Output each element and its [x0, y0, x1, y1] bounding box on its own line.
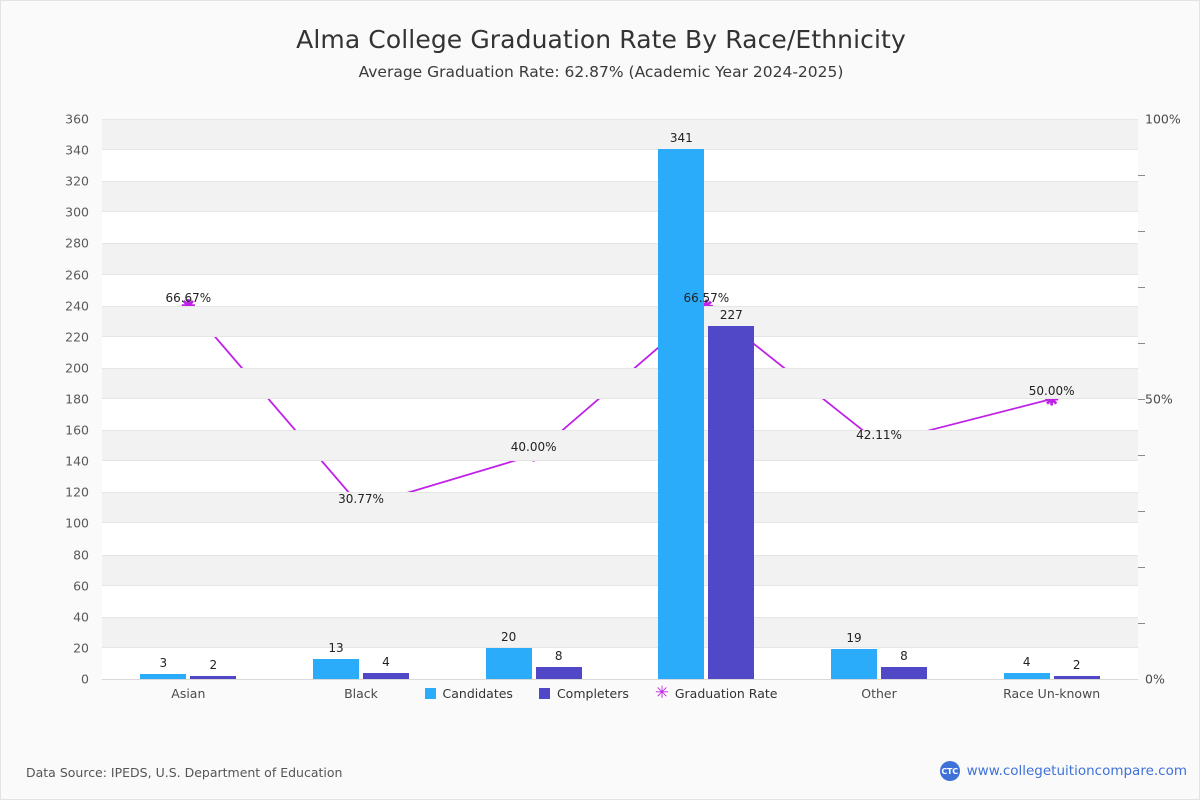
bar-completers[interactable]: [535, 666, 582, 679]
grid-band: [102, 305, 1138, 337]
bar-value-label: 8: [554, 648, 563, 663]
y-axis-tick-label: 320: [65, 173, 89, 189]
bar-candidates[interactable]: [831, 649, 877, 679]
right-axis-tick-mark: [1138, 343, 1145, 344]
right-axis-tick-mark: [1138, 623, 1145, 624]
y-axis-tick-label: 360: [65, 111, 89, 127]
grid-band: [102, 430, 1138, 462]
y-axis-tick-label: 120: [65, 484, 89, 500]
x-axis-category-label: Race Un-known: [1003, 686, 1101, 701]
bar-value-label: 4: [382, 654, 390, 669]
rate-value-label: 30.77%: [338, 491, 384, 506]
star-marker-icon: ✳: [654, 683, 670, 703]
rate-value-label: 50.00%: [1028, 384, 1075, 398]
y-axis-tick-label: 40: [73, 609, 89, 625]
plot-area: [102, 119, 1138, 679]
bar-value-label: 13: [328, 640, 344, 655]
color-swatch-icon: [424, 688, 436, 699]
bar-value-label: 19: [846, 631, 862, 646]
bar-value-label: 341: [669, 130, 693, 145]
right-axis-tick-mark: [1138, 455, 1145, 456]
bar-candidates[interactable]: [658, 148, 705, 679]
page-title: Alma College Graduation Rate By Race/Eth…: [296, 25, 906, 54]
bar-value-label: 227: [719, 307, 743, 322]
bar-candidates[interactable]: [485, 647, 532, 679]
y-axis-tick-label: 200: [65, 360, 89, 376]
legend-label: Candidates: [442, 686, 513, 701]
rate-value-label: 42.11%: [856, 428, 902, 443]
right-axis-tick-label: 100%: [1145, 111, 1181, 127]
bar-value-label: 3: [159, 656, 168, 671]
legend-label: Completers: [556, 686, 629, 701]
legend-item[interactable]: ✳ Graduation Rate: [654, 683, 778, 703]
y-axis-tick-label: 140: [65, 453, 89, 469]
bar-completers[interactable]: [881, 666, 927, 679]
rate-value-label: 66.57%: [683, 291, 730, 306]
right-axis-tick-mark: [1138, 399, 1145, 400]
bar-completers[interactable]: [1053, 675, 1100, 679]
bar-completers[interactable]: [190, 675, 237, 679]
y-axis-tick-label: 280: [65, 235, 89, 251]
y-axis-tick-label: 60: [73, 578, 89, 594]
bar-completers[interactable]: [363, 672, 409, 679]
x-axis-line: [102, 679, 1138, 680]
color-swatch-icon: [538, 688, 550, 699]
y-axis-tick-label: 300: [65, 204, 89, 220]
bar-candidates[interactable]: [313, 658, 359, 679]
bar-candidates[interactable]: [140, 674, 187, 679]
legend-label: Graduation Rate: [674, 686, 778, 701]
y-axis-tick-label: 220: [65, 329, 89, 345]
grid-band: [102, 119, 1138, 151]
chart-legend: Candidates Completers ✳ Graduation Rate: [1, 683, 1199, 703]
x-axis-category-label: Black: [344, 686, 378, 701]
brand-footer[interactable]: CTC www.collegetuitioncompare.com: [939, 761, 1187, 781]
right-axis-tick-mark: [1138, 287, 1145, 288]
y-axis-tick-label: 20: [73, 640, 89, 656]
bar-value-label: 20: [501, 629, 517, 644]
right-axis-tick-label: 0%: [1145, 671, 1165, 687]
right-axis-tick-mark: [1138, 231, 1145, 232]
grid-band: [102, 616, 1138, 648]
ctc-logo-icon: CTC: [939, 761, 960, 781]
legend-item[interactable]: Completers: [538, 686, 629, 701]
right-axis-tick-label: 50%: [1145, 391, 1173, 407]
y-axis-tick-label: 240: [65, 298, 89, 314]
y-axis-tick-label: 80: [73, 547, 89, 563]
right-axis-tick-mark: [1138, 175, 1145, 176]
y-axis-tick-label: 100: [65, 515, 89, 531]
x-axis-category-label: Asian: [171, 686, 206, 701]
legend-item[interactable]: Candidates: [424, 686, 513, 701]
bar-candidates[interactable]: [1003, 672, 1050, 679]
bar-value-label: 8: [900, 648, 908, 663]
brand-url-link[interactable]: www.collegetuitioncompare.com: [966, 763, 1187, 779]
right-axis-tick-mark: [1138, 511, 1145, 512]
data-source-text: Data Source: IPEDS, U.S. Department of E…: [26, 765, 343, 780]
bar-completers[interactable]: [708, 325, 755, 679]
bar-value-label: 4: [1022, 654, 1031, 669]
rate-value-label: 40.00%: [510, 440, 557, 454]
grid-band: [102, 243, 1138, 275]
bar-value-label: 2: [209, 657, 218, 672]
chart-subtitle: Average Graduation Rate: 62.87% (Academi…: [358, 63, 844, 81]
y-axis-tick-label: 260: [65, 267, 89, 283]
y-axis-tick-label: 0: [81, 671, 89, 687]
grid-band: [102, 181, 1138, 213]
bar-value-label: 2: [1072, 657, 1081, 672]
right-axis-tick-mark: [1138, 567, 1145, 568]
grid-band: [102, 367, 1138, 399]
grid-band: [102, 492, 1138, 524]
x-axis-category-label: Other: [861, 686, 897, 701]
y-axis-tick-label: 160: [65, 422, 89, 438]
y-axis-tick-label: 180: [65, 391, 89, 407]
grid-band: [102, 554, 1138, 586]
rate-value-label: 66.67%: [165, 290, 212, 305]
y-axis-tick-label: 340: [65, 142, 89, 158]
